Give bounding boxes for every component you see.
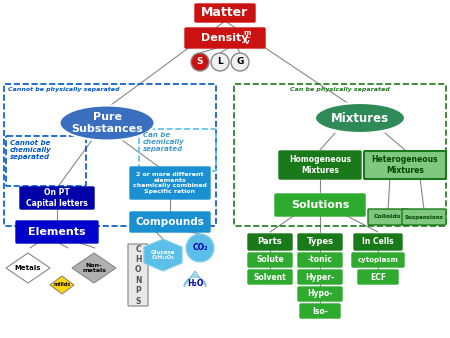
Text: mtllds: mtllds [54,283,71,288]
FancyBboxPatch shape [16,221,98,243]
Text: L: L [217,57,223,67]
Text: Mixtures: Mixtures [331,112,389,124]
FancyBboxPatch shape [368,209,408,225]
FancyBboxPatch shape [185,28,265,48]
FancyBboxPatch shape [358,270,398,284]
Text: ─: ─ [245,35,249,41]
Text: Homogeneous
Mixtures: Homogeneous Mixtures [289,155,351,175]
Text: Types: Types [306,238,333,246]
Text: Iso-: Iso- [312,307,328,315]
Text: cytoplasm: cytoplasm [358,257,398,263]
Polygon shape [72,253,116,283]
Text: ECF: ECF [370,272,386,282]
Text: Matter: Matter [202,6,248,20]
Text: In Cells: In Cells [362,238,394,246]
Text: Metals: Metals [15,265,41,271]
Circle shape [191,53,209,71]
Text: Can be physically separated: Can be physically separated [290,87,390,92]
Ellipse shape [59,105,154,141]
FancyBboxPatch shape [298,234,342,250]
Text: H₂O: H₂O [187,279,203,288]
Circle shape [211,53,229,71]
FancyBboxPatch shape [248,234,292,250]
Polygon shape [144,239,182,271]
Circle shape [186,234,214,262]
Text: Hyper-: Hyper- [306,272,334,282]
Text: Heterogeneous
Mixtures: Heterogeneous Mixtures [372,155,438,175]
Text: C
H
O
N
P
S: C H O N P S [135,244,141,306]
Text: Hypo-: Hypo- [307,290,333,298]
FancyBboxPatch shape [298,253,342,267]
Text: Glucose
C₆H₁₂O₆: Glucose C₆H₁₂O₆ [151,249,175,260]
Text: Cannot be physically separated: Cannot be physically separated [8,87,120,92]
Text: CO₂: CO₂ [192,243,208,252]
FancyBboxPatch shape [275,194,365,216]
Text: Solvent: Solvent [254,272,286,282]
Text: Pure
Substances: Pure Substances [71,112,143,134]
FancyBboxPatch shape [130,167,210,199]
FancyBboxPatch shape [279,151,361,179]
Text: Can be
chemically
separated: Can be chemically separated [143,132,185,152]
FancyBboxPatch shape [354,234,402,250]
Text: 2 or more different
elements
chemically combined
Specific ration: 2 or more different elements chemically … [133,172,207,194]
Polygon shape [6,253,50,283]
FancyBboxPatch shape [248,270,292,284]
Text: Non-
metals: Non- metals [82,263,106,273]
Polygon shape [50,276,74,294]
Text: Suspensions: Suspensions [405,215,443,219]
Text: Elements: Elements [28,227,86,237]
Text: Parts: Parts [257,238,283,246]
Text: S: S [197,57,203,67]
FancyBboxPatch shape [20,187,94,209]
FancyBboxPatch shape [298,270,342,284]
FancyBboxPatch shape [364,151,446,179]
Text: G: G [236,57,244,67]
Text: v: v [245,39,249,45]
Text: Solute: Solute [256,256,284,265]
Text: -tonic: -tonic [307,256,333,265]
Circle shape [231,53,249,71]
Text: Compounds: Compounds [135,217,204,227]
FancyBboxPatch shape [352,253,404,267]
Ellipse shape [315,103,405,133]
Text: Solutions: Solutions [291,200,349,210]
Text: Density: Density [201,33,249,43]
FancyBboxPatch shape [128,244,148,306]
Text: Cannot be
chemically
separated: Cannot be chemically separated [10,140,52,160]
FancyBboxPatch shape [248,253,292,267]
Text: On PT
Capital letters: On PT Capital letters [26,188,88,208]
FancyBboxPatch shape [195,4,255,22]
Text: m: m [243,30,251,36]
Text: Colloids: Colloids [374,215,402,219]
FancyBboxPatch shape [300,304,340,318]
Polygon shape [184,271,206,287]
FancyBboxPatch shape [298,287,342,301]
FancyBboxPatch shape [402,209,446,225]
FancyBboxPatch shape [130,212,210,232]
